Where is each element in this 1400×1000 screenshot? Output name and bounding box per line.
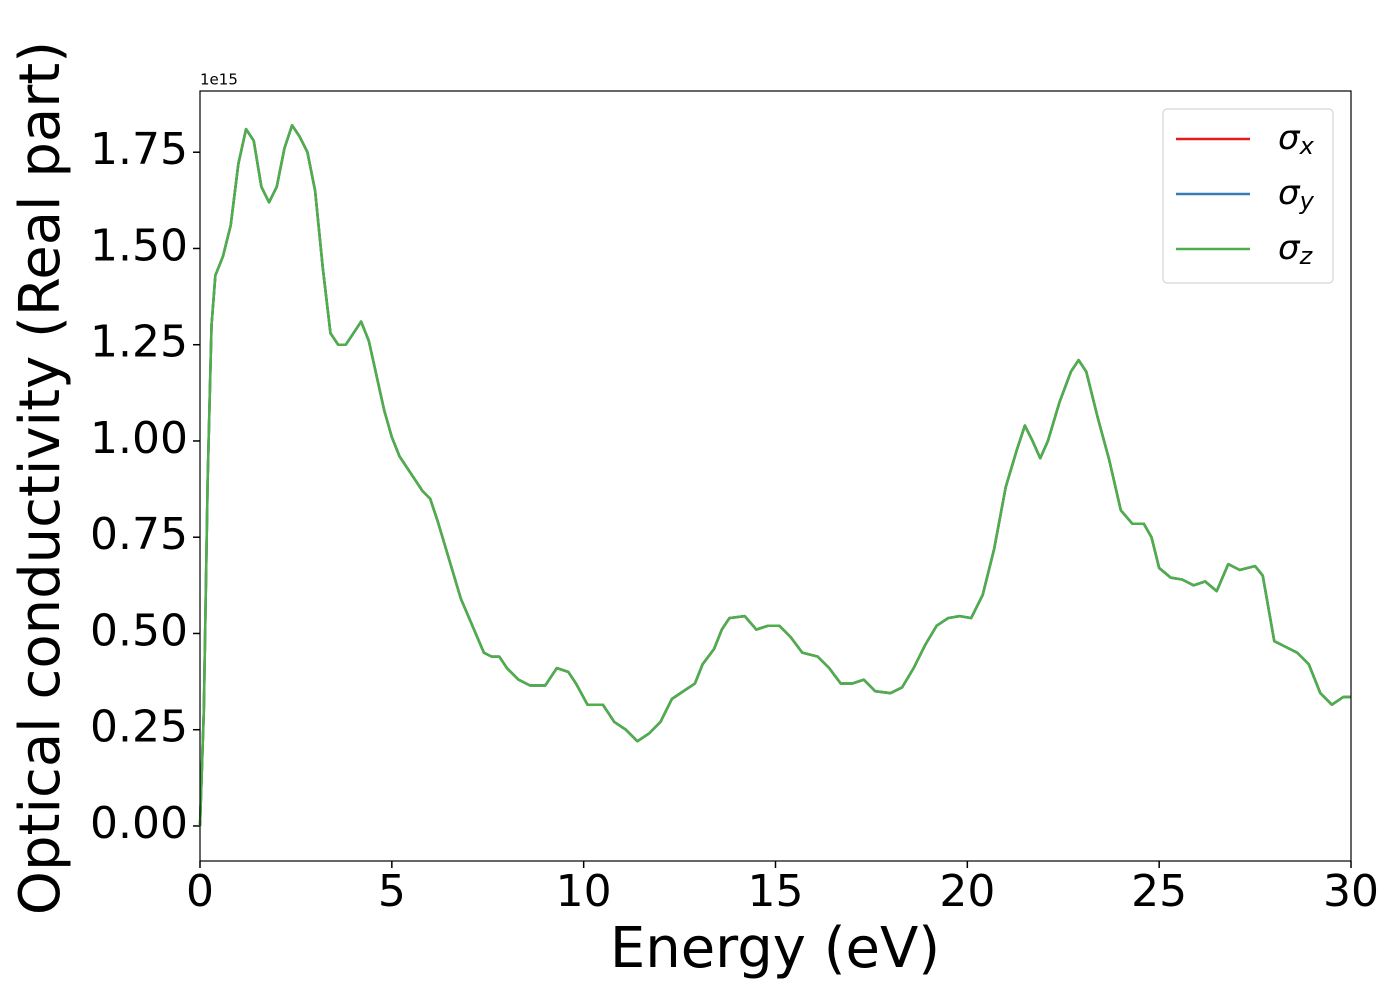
y-tick-label: 1.00 [90, 413, 188, 464]
x-tick-label: 15 [748, 866, 804, 917]
x-tick-label: 20 [939, 866, 995, 917]
y-tick-label: 1.50 [90, 220, 188, 271]
y-tick-label: 0.25 [90, 702, 188, 753]
y-tick-label: 0.75 [90, 509, 188, 560]
legend-label: σy [1278, 173, 1315, 216]
x-tick-label: 0 [186, 866, 214, 917]
y-tick-label: 1.25 [90, 317, 188, 368]
legend-label: σx [1278, 118, 1315, 161]
offset-label: 1e15 [200, 71, 238, 89]
x-axis-label: Energy (eV) [610, 916, 940, 981]
y-tick-label: 0.50 [90, 605, 188, 656]
x-tick-label: 25 [1131, 866, 1187, 917]
x-tick-label: 5 [378, 866, 406, 917]
y-tick-label: 0.00 [90, 798, 188, 849]
x-tick-label: 10 [556, 866, 612, 917]
series-line [198, 124, 1351, 827]
legend-box [1162, 108, 1334, 284]
x-tick-label: 30 [1323, 866, 1379, 917]
legend-label: σz [1278, 228, 1314, 271]
y-tick-label: 1.75 [90, 124, 188, 175]
y-axis-label: Optical conductivity (Real part) [8, 41, 73, 915]
plot-frame [199, 90, 1352, 862]
